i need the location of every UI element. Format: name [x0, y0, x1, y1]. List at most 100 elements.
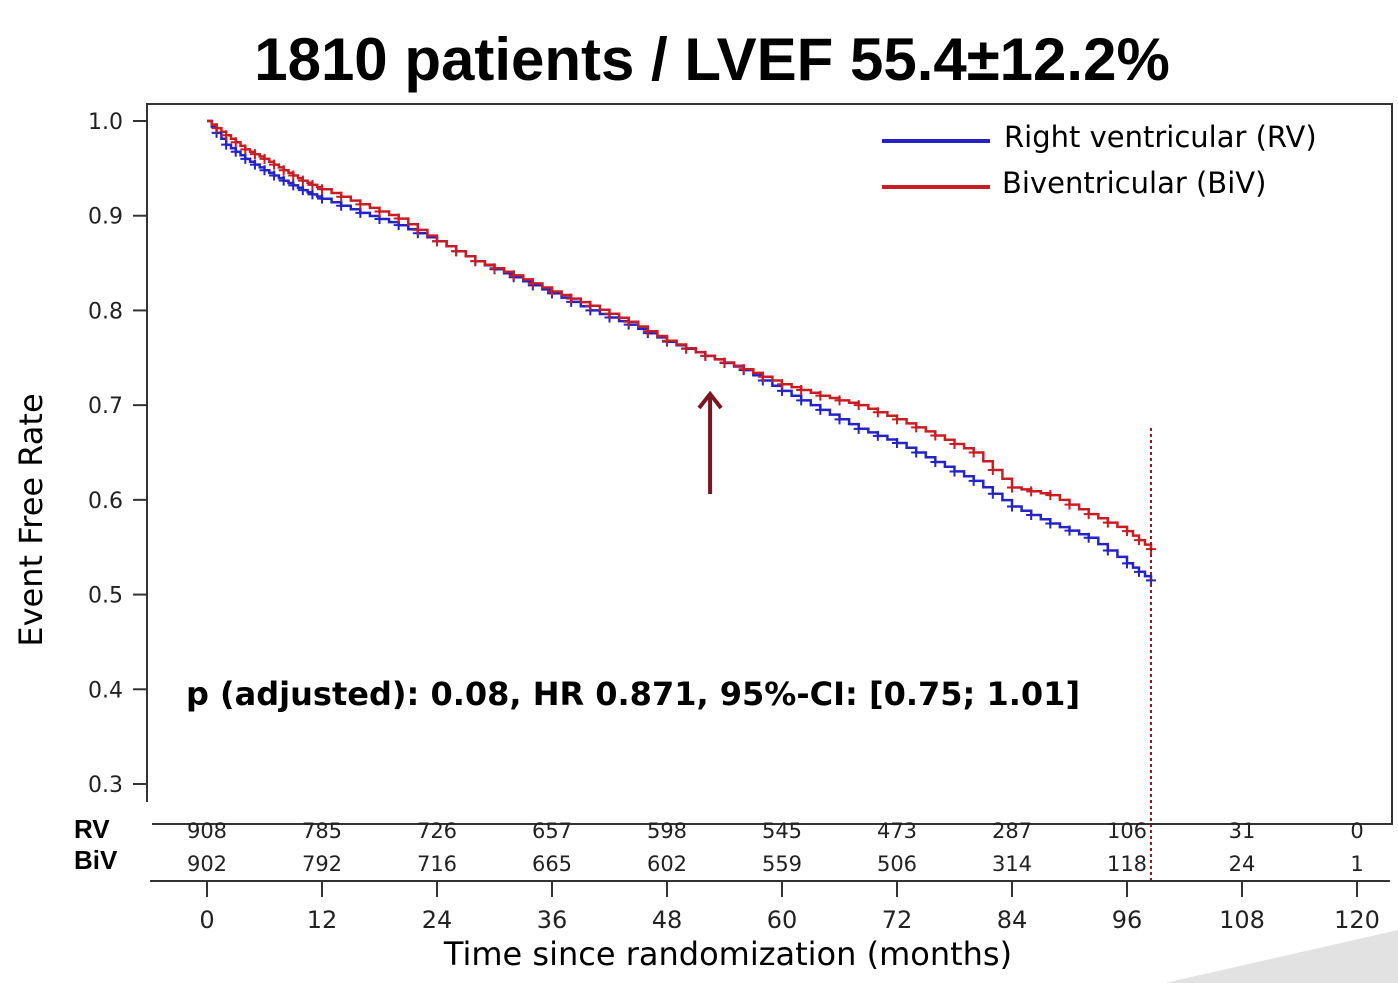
- legend-label-biv: Biventricular (BiV): [1002, 166, 1266, 200]
- at-risk-value: 598: [647, 819, 687, 843]
- censor-mark: [642, 326, 653, 337]
- x-tick-label: 48: [652, 906, 683, 934]
- censor-mark: [987, 488, 998, 499]
- censor-mark: [259, 153, 270, 164]
- censor-mark: [1102, 517, 1113, 528]
- censor-mark: [317, 193, 327, 204]
- y-tick-label: 0.4: [88, 678, 123, 703]
- censor-mark: [949, 466, 960, 477]
- at-risk-value: 0: [1350, 819, 1363, 843]
- at-risk-value: 24: [1229, 852, 1256, 876]
- censor-mark: [604, 308, 615, 319]
- censor-mark: [853, 400, 864, 411]
- at-risk-value: 559: [762, 852, 802, 876]
- censor-mark: [317, 184, 327, 195]
- censor-mark: [230, 146, 241, 157]
- x-tick-label: 96: [1112, 906, 1143, 934]
- censor-mark: [307, 189, 318, 200]
- at-risk-value: 545: [762, 819, 802, 843]
- at-risk-value: 665: [532, 852, 572, 876]
- censor-mark: [872, 430, 883, 441]
- y-tick-label: 1.0: [88, 110, 123, 135]
- censor-mark: [221, 130, 232, 141]
- censor-mark: [211, 123, 222, 134]
- at-risk-value: 902: [187, 852, 227, 876]
- at-risk-value: 785: [302, 819, 342, 843]
- chart-title: 1810 patients / LVEF 55.4±12.2%: [254, 26, 1170, 93]
- plot-frame: [146, 103, 1393, 825]
- y-tick-label: 0.7: [88, 394, 123, 419]
- legend: Right ventricular (RV) Biventricular (Bi…: [882, 120, 1317, 200]
- censor-mark: [1026, 510, 1037, 521]
- at-risk-value: 1: [1350, 852, 1363, 876]
- y-tick-label: 0.6: [88, 489, 123, 514]
- frame-mask: [140, 802, 152, 832]
- censor-mark: [355, 199, 366, 210]
- censor-mark: [738, 364, 749, 375]
- censor-mark: [269, 159, 280, 170]
- censor-mark: [892, 438, 902, 449]
- at-risk-value: 908: [187, 819, 227, 843]
- arrow-head: [697, 390, 723, 410]
- censor-mark: [230, 137, 241, 148]
- x-tick-label: 0: [199, 906, 214, 934]
- y-tick-label: 0.8: [88, 299, 123, 324]
- at-risk-value: 602: [647, 852, 687, 876]
- y-ticks: 0.3 0.4 0.5 0.6 0.7 0.8 0.9 1.0: [88, 110, 147, 798]
- censor-mark: [968, 475, 979, 486]
- at-risk-value: 473: [877, 819, 917, 843]
- censor-mark: [1007, 501, 1017, 512]
- censor-mark: [1133, 535, 1144, 546]
- censor-mark: [987, 465, 998, 476]
- at-risk-value: 792: [302, 852, 342, 876]
- censor-mark: [470, 256, 481, 267]
- page-curl-shadow: [1165, 930, 1398, 983]
- censor-mark: [489, 263, 500, 274]
- x-tick-label: 60: [767, 906, 798, 934]
- at-risk-value: 106: [1107, 819, 1147, 843]
- censor-mark: [930, 430, 941, 441]
- censor-mark: [1083, 509, 1094, 520]
- censor-mark: [297, 185, 308, 196]
- censor-mark: [892, 414, 902, 425]
- x-tick-label: 120: [1334, 906, 1380, 934]
- censor-mark: [221, 139, 232, 150]
- censor-mark: [949, 438, 960, 449]
- censor-mark: [911, 447, 922, 458]
- censor-mark: [240, 153, 251, 164]
- censor-mark: [547, 286, 557, 297]
- at-risk-value: 287: [992, 819, 1032, 843]
- x-tick-label: 12: [307, 906, 338, 934]
- censor-mark: [834, 414, 845, 425]
- at-risk-values: 908 785 726 657 598 545 473 287 106 31 0 902 792 716 6…: [187, 819, 1364, 876]
- censor-mark: [451, 246, 462, 257]
- y-tick-label: 0.3: [88, 773, 123, 798]
- censor-mark: [240, 144, 251, 155]
- censor-mark: [249, 149, 260, 160]
- censor-mark: [355, 207, 366, 218]
- at-risk-value: 657: [532, 819, 572, 843]
- censor-mark: [662, 335, 672, 346]
- censor-mark: [374, 206, 385, 217]
- censor-mark: [700, 350, 711, 361]
- censor-mark: [1045, 490, 1056, 501]
- censor-mark: [1007, 482, 1017, 493]
- censor-mark: [911, 422, 922, 433]
- censor-mark: [623, 316, 634, 327]
- at-risk-value: 314: [992, 852, 1032, 876]
- censor-mark: [527, 278, 538, 289]
- at-risk-value: 716: [417, 852, 457, 876]
- x-tick-label: 108: [1219, 906, 1265, 934]
- censor-mark: [278, 165, 289, 176]
- censor-mark: [259, 165, 270, 176]
- censor-mark: [336, 200, 347, 211]
- censor-mark: [796, 384, 807, 395]
- censor-mark: [815, 404, 826, 415]
- censor-mark: [796, 395, 807, 406]
- x-axis-label: Time since randomization (months): [443, 935, 1012, 973]
- censor-mark: [297, 175, 308, 186]
- censor-mark: [834, 395, 845, 406]
- censor-mark: [930, 456, 941, 467]
- y-tick-label: 0.9: [88, 205, 123, 230]
- arrow-annotation: [697, 390, 723, 494]
